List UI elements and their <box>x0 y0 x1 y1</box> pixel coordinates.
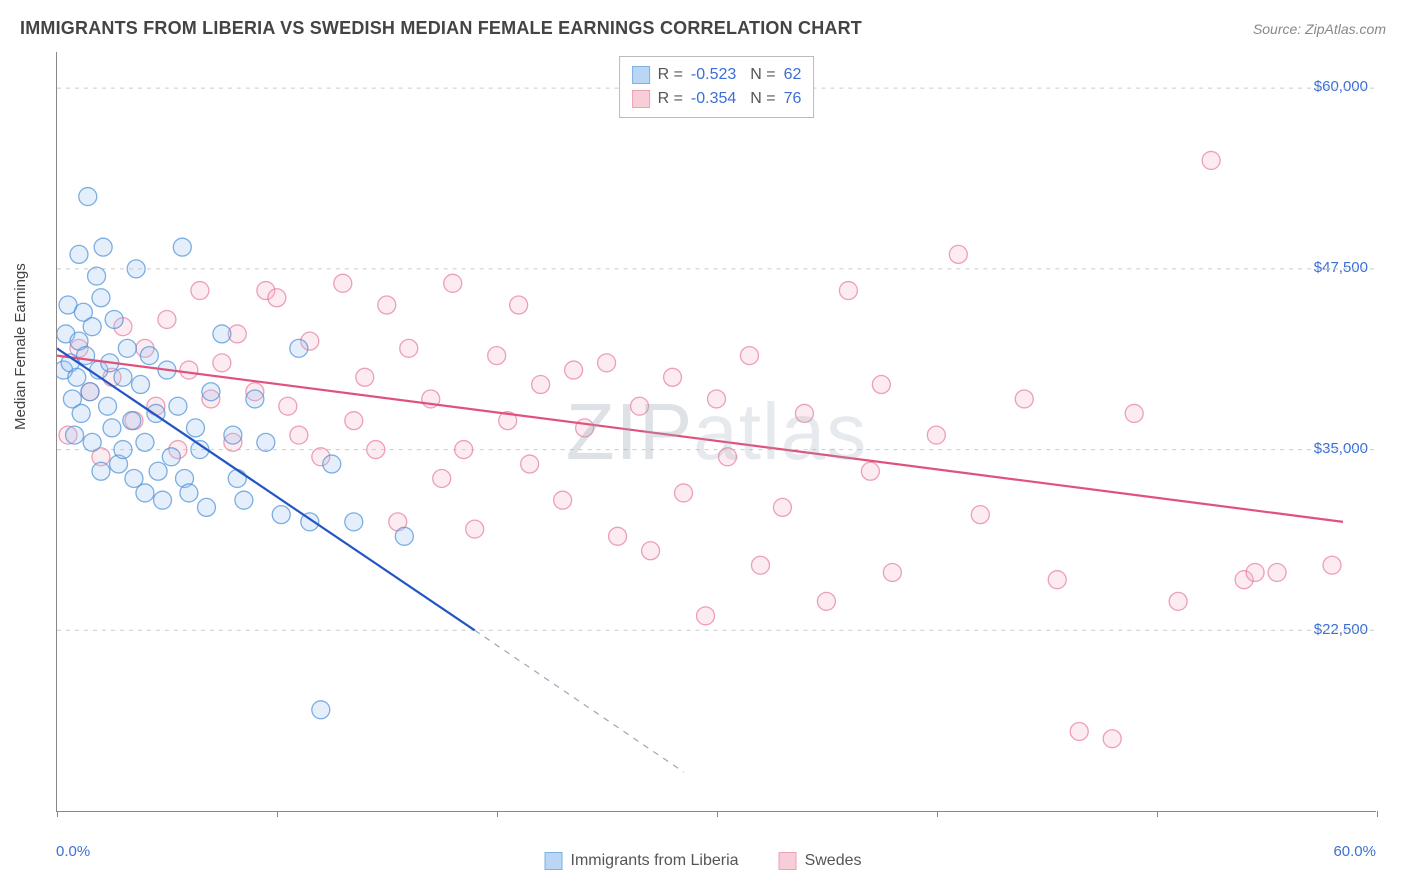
bottom-legend: Immigrants from Liberia Swedes <box>545 852 862 870</box>
stat-legend-row-liberia: R =-0.523 N =62 <box>632 63 802 87</box>
x-axis-label-min: 0.0% <box>56 843 90 860</box>
x-tick <box>277 811 278 817</box>
x-tick <box>717 811 718 817</box>
legend-label-swedes: Swedes <box>805 852 862 870</box>
n-value-swedes: 76 <box>784 87 802 111</box>
plot-area: ZIPatlas R =-0.523 N =62 R =-0.354 N =76… <box>56 52 1376 812</box>
legend-swatch-liberia-b <box>545 852 563 870</box>
chart-svg <box>57 52 1376 811</box>
x-axis-label-max: 60.0% <box>1333 843 1376 860</box>
stat-legend-row-swedes: R =-0.354 N =76 <box>632 87 802 111</box>
x-tick <box>497 811 498 817</box>
x-tick <box>937 811 938 817</box>
r-value-liberia: -0.523 <box>691 63 736 87</box>
x-tick <box>57 811 58 817</box>
source-label: Source: ZipAtlas.com <box>1253 21 1386 37</box>
legend-item-swedes: Swedes <box>779 852 862 870</box>
legend-item-liberia: Immigrants from Liberia <box>545 852 739 870</box>
x-tick <box>1377 811 1378 817</box>
stat-legend: R =-0.523 N =62 R =-0.354 N =76 <box>619 56 815 118</box>
x-tick <box>1157 811 1158 817</box>
r-value-swedes: -0.354 <box>691 87 736 111</box>
y-axis-label: Median Female Earnings <box>12 263 29 430</box>
legend-label-liberia: Immigrants from Liberia <box>571 852 739 870</box>
legend-swatch-swedes <box>632 90 650 108</box>
legend-swatch-swedes-b <box>779 852 797 870</box>
legend-swatch-liberia <box>632 66 650 84</box>
n-value-liberia: 62 <box>784 63 802 87</box>
chart-title: IMMIGRANTS FROM LIBERIA VS SWEDISH MEDIA… <box>20 18 862 39</box>
